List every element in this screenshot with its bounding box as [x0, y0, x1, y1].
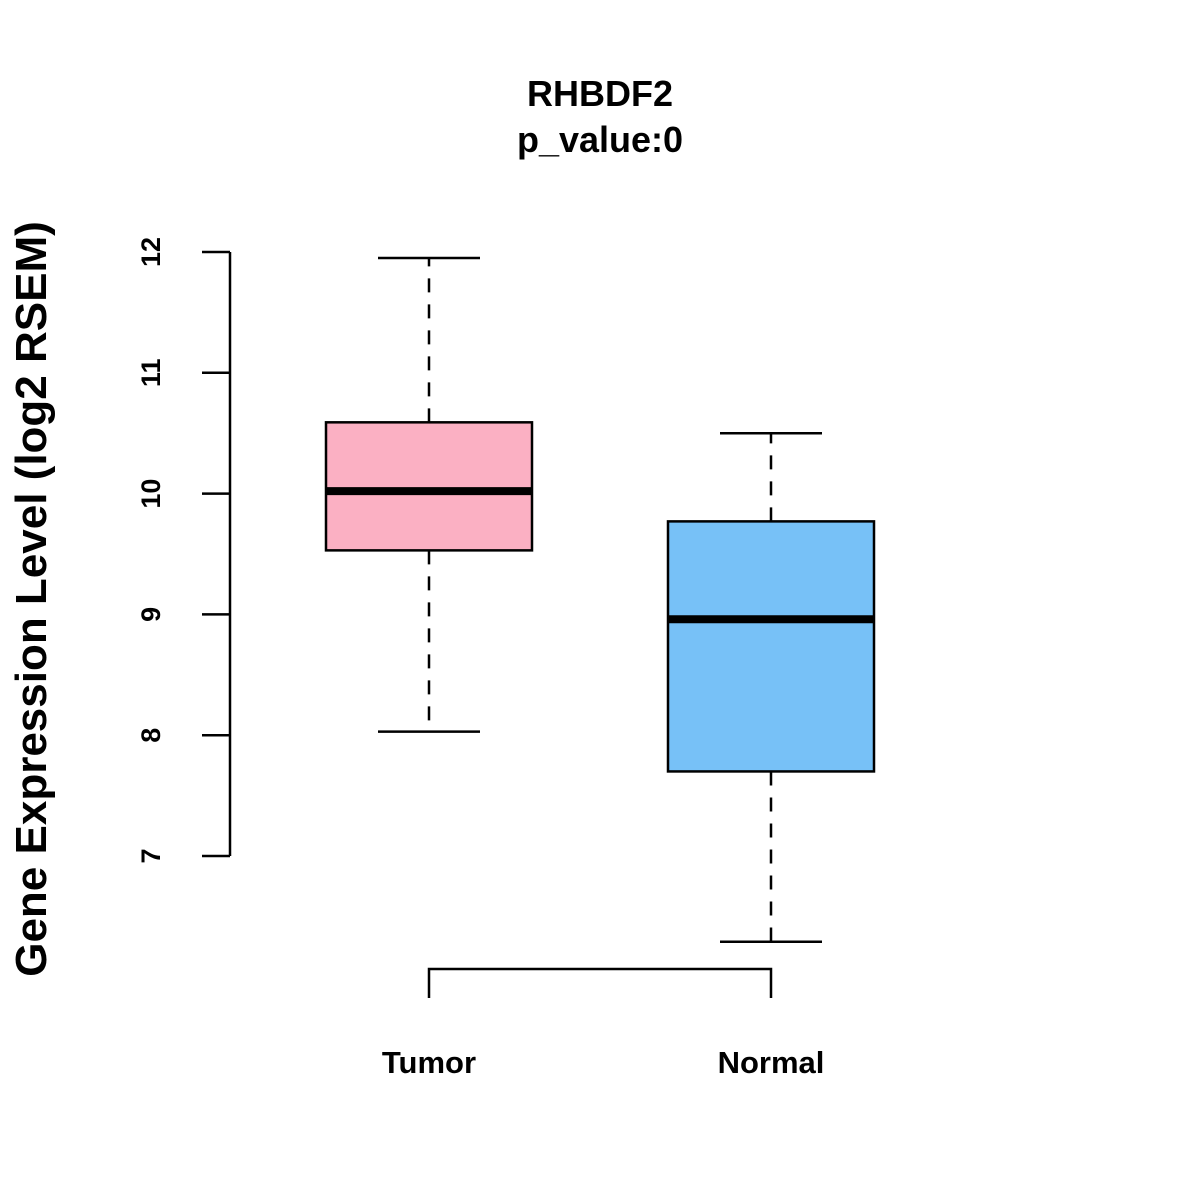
y-tick-label: 9: [136, 607, 166, 622]
y-axis: 7 8 9 10 11 12: [136, 237, 232, 864]
boxes-group: [324, 256, 876, 944]
chart-subtitle: p_value:0: [517, 119, 683, 160]
y-tick-label: 12: [136, 237, 166, 267]
x-tick-label-normal: Normal: [718, 1045, 825, 1080]
chart-title: RHBDF2: [527, 73, 673, 114]
x-tick-label-tumor: Tumor: [382, 1045, 476, 1080]
box-tumor: [324, 256, 534, 733]
x-axis-labels: Tumor Normal: [382, 1045, 824, 1080]
box-normal: [666, 431, 876, 944]
y-tick-label: 7: [136, 848, 166, 863]
iqr-box: [666, 520, 876, 773]
y-tick-label: 10: [136, 479, 166, 509]
y-tick-label: 8: [136, 728, 166, 743]
bracket-line: [427, 967, 773, 998]
iqr-box: [324, 421, 534, 552]
comparison-bracket: [427, 967, 773, 998]
y-tick-label: 11: [136, 359, 166, 388]
y-axis-label: Gene Expression Level (log2 RSEM): [7, 221, 56, 977]
